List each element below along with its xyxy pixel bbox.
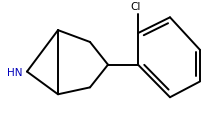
Text: Cl: Cl bbox=[131, 2, 141, 12]
Text: HN: HN bbox=[6, 67, 22, 77]
